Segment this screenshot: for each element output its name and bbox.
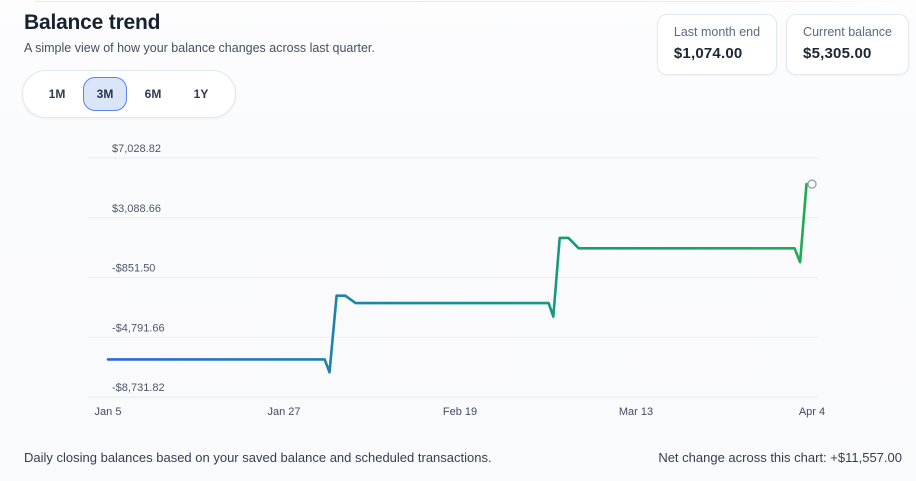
y-axis-label: $3,088.66 bbox=[112, 203, 161, 215]
chart-canvas[interactable]: $7,028.82 $3,088.66 -$851.50 -$4,791.66 -$8,… bbox=[0, 130, 916, 425]
end-point-marker[interactable] bbox=[807, 179, 817, 189]
card-label: Current balance bbox=[803, 25, 892, 39]
summary-cards: Last month end $1,074.00 Current balance… bbox=[656, 14, 909, 75]
x-axis-label: Jan 27 bbox=[267, 406, 300, 418]
x-axis-label: Apr 4 bbox=[799, 406, 825, 418]
y-axis-label: $7,028.82 bbox=[112, 143, 161, 155]
x-axis-label: Mar 13 bbox=[619, 406, 653, 418]
x-axis-label: Jan 5 bbox=[95, 406, 122, 418]
footer-note: Daily closing balances based on your sav… bbox=[24, 450, 492, 465]
card-value: $5,305.00 bbox=[803, 45, 872, 62]
balance-line bbox=[106, 182, 814, 374]
top-divider-line bbox=[34, 1, 916, 2]
last-month-end-card: Last month end $1,074.00 bbox=[656, 14, 778, 75]
net-change-text: Net change across this chart: +$11,557.0… bbox=[658, 450, 902, 466]
net-change-label: Net change across this chart: bbox=[658, 450, 827, 465]
header: Balance trend A simple view of how your … bbox=[24, 10, 375, 56]
current-balance-card: Current balance $5,305.00 bbox=[786, 14, 909, 75]
card-label: Last month end bbox=[673, 25, 761, 39]
range-button-1y[interactable]: 1Y bbox=[179, 77, 223, 111]
card-value: $1,074.00 bbox=[673, 45, 743, 62]
page-title: Balance trend bbox=[24, 11, 161, 34]
range-button-6m[interactable]: 6M bbox=[131, 77, 175, 111]
time-range-selector: 1M 3M 6M 1Y bbox=[22, 70, 236, 118]
range-button-3m[interactable]: 3M bbox=[83, 77, 127, 111]
y-axis-label: -$8,731.82 bbox=[112, 382, 165, 394]
footer: Daily closing balances based on your sav… bbox=[24, 450, 902, 466]
range-button-1m[interactable]: 1M bbox=[35, 77, 79, 111]
balance-line-chart[interactable]: $7,028.82 $3,088.66 -$851.50 -$4,791.66 -$8,… bbox=[0, 130, 916, 425]
x-axis-label: Feb 19 bbox=[443, 406, 477, 418]
y-axis-label: -$4,791.66 bbox=[112, 322, 165, 334]
net-change-value: +$11,557.00 bbox=[830, 450, 902, 465]
y-axis-label: -$851.50 bbox=[112, 263, 155, 275]
page-subtitle: A simple view of how your balance change… bbox=[24, 41, 375, 55]
